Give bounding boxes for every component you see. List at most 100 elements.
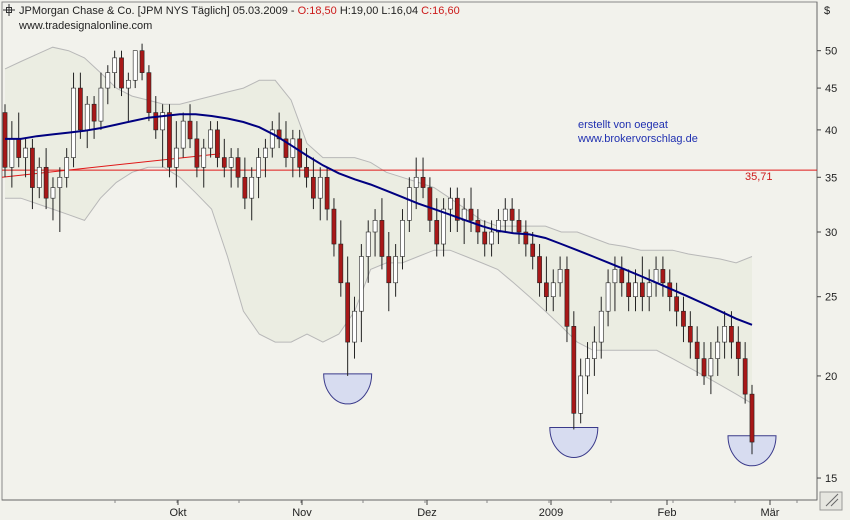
candle-body (78, 87, 83, 131)
candle (585, 342, 590, 395)
candle-body (269, 129, 275, 149)
candle-body (441, 208, 446, 245)
candle-body (544, 282, 549, 298)
candle-body (23, 147, 28, 158)
candle-body (221, 157, 227, 168)
candle (283, 121, 289, 168)
candle-body (50, 187, 56, 199)
candle-body (71, 87, 76, 158)
crosshair-icon[interactable] (3, 4, 15, 16)
candle (598, 296, 604, 359)
candle (173, 121, 179, 188)
candle-body (317, 176, 323, 199)
candle (30, 138, 35, 210)
candle (420, 157, 426, 199)
x-axis: Okt Nov Dez 2009 Feb Mär (114, 500, 798, 519)
candle-body (434, 220, 440, 245)
y-tick-label: 40 (825, 125, 837, 137)
candle-body (352, 310, 357, 343)
upper-band-line (4, 46, 753, 264)
candle-body (715, 341, 721, 359)
candle (235, 148, 241, 188)
candle-body (16, 138, 22, 158)
candle-body (427, 187, 433, 221)
candle (509, 198, 515, 233)
candle-body (386, 256, 392, 284)
candle-body (571, 326, 577, 414)
candle (57, 167, 63, 233)
candle (715, 326, 721, 376)
candle (23, 138, 28, 178)
candle (400, 209, 405, 270)
source-url[interactable]: www.tradesignalonline.com (18, 20, 152, 32)
candle-body (735, 341, 741, 359)
candle-body (550, 282, 556, 298)
candle (338, 220, 344, 297)
candle (71, 72, 76, 168)
candle-body (345, 282, 351, 343)
candle-body (694, 341, 700, 359)
y-axis: 15 20 25 30 35 40 45 50 (817, 46, 837, 485)
candle (489, 220, 494, 257)
candle (386, 232, 392, 312)
candle-body (448, 197, 453, 210)
resize-grip-icon[interactable] (819, 491, 843, 511)
candle (701, 342, 707, 385)
candle-body (119, 57, 124, 89)
candle-body (132, 50, 138, 81)
candle-body (256, 157, 261, 178)
y-tick-label: 45 (825, 83, 837, 95)
candle-body (708, 358, 714, 377)
x-tick-label: Nov (292, 507, 312, 519)
x-tick-label: Mär (761, 507, 780, 519)
open-value: O:18,50 (298, 5, 337, 17)
candle (626, 269, 631, 312)
candle-body (338, 243, 344, 284)
candle (208, 121, 213, 158)
candle (639, 256, 645, 312)
candle-body (208, 129, 213, 149)
candle (43, 148, 49, 210)
candle (749, 384, 755, 455)
candle (619, 256, 625, 297)
candle-body (379, 220, 385, 257)
candle (523, 220, 529, 257)
candle (729, 311, 734, 359)
candle-body (173, 147, 179, 168)
candle (160, 104, 165, 168)
candle (468, 187, 474, 233)
candle (269, 121, 275, 158)
candle (194, 121, 200, 178)
x-tick-label: Feb (658, 507, 677, 519)
candle (324, 167, 330, 221)
candle (681, 296, 686, 343)
candle (564, 256, 570, 343)
candle-body (283, 138, 289, 158)
candle (365, 220, 371, 283)
candle (228, 148, 234, 188)
candle (571, 311, 577, 430)
annotation-site[interactable]: www.brokervorschlag.de (577, 133, 698, 145)
candle (406, 177, 412, 233)
candle-body (639, 282, 645, 298)
chart-title: JPMorgan Chase & Co. [JPM NYS Täglich] 0… (19, 5, 298, 17)
candle-body (660, 269, 666, 284)
candle-body (598, 310, 604, 343)
candle-body (215, 129, 220, 158)
candle-body (537, 256, 542, 284)
candle-body (235, 157, 241, 178)
candle-body (263, 147, 268, 158)
candle-body (311, 176, 316, 199)
candle (687, 311, 693, 359)
candle-body (359, 256, 364, 312)
candle-body (304, 166, 309, 178)
candle (2, 104, 8, 178)
candle-body (365, 231, 371, 257)
candle-body (482, 231, 488, 245)
candle (221, 138, 227, 178)
candle (36, 157, 42, 199)
candle-body (502, 208, 508, 221)
candle-body (681, 310, 686, 327)
candle (201, 138, 207, 188)
candle (502, 198, 508, 233)
